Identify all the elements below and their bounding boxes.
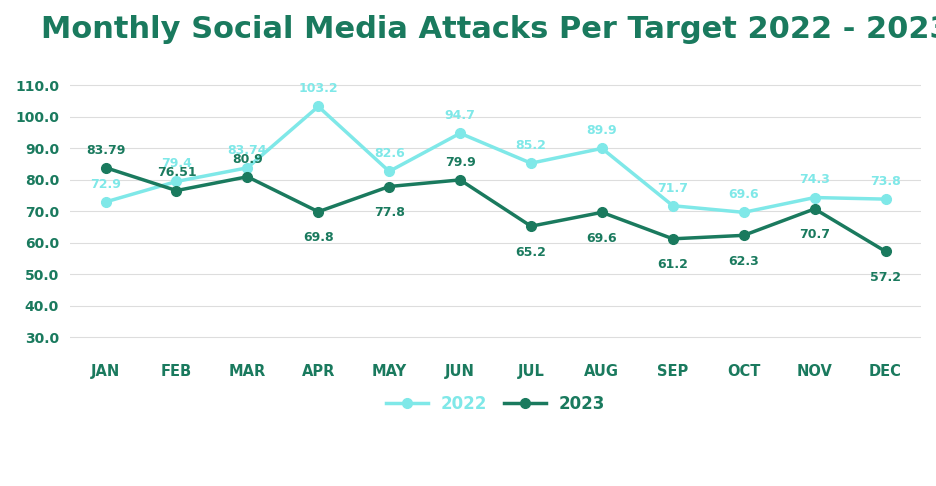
Text: 103.2: 103.2: [299, 82, 338, 95]
Line: 2023: 2023: [101, 163, 890, 256]
Text: 77.8: 77.8: [373, 206, 404, 219]
2023: [667, 236, 679, 242]
2023: [455, 177, 466, 183]
2022: [525, 160, 536, 166]
Text: 89.9: 89.9: [587, 124, 617, 137]
2022: [667, 203, 679, 208]
Legend: 2022, 2023: 2022, 2023: [379, 389, 612, 420]
Text: 83.74: 83.74: [227, 144, 267, 156]
2022: [313, 104, 324, 109]
2022: [384, 169, 395, 174]
Text: 83.79: 83.79: [86, 143, 125, 156]
Text: 80.9: 80.9: [232, 153, 263, 166]
Text: 74.3: 74.3: [799, 174, 830, 187]
2022: [241, 165, 253, 171]
2023: [241, 174, 253, 180]
Text: 69.6: 69.6: [728, 188, 759, 201]
Text: 62.3: 62.3: [728, 255, 759, 268]
Text: 61.2: 61.2: [657, 258, 688, 271]
Text: 94.7: 94.7: [445, 109, 475, 122]
2022: [455, 130, 466, 136]
2023: [596, 209, 607, 215]
2023: [880, 248, 891, 254]
Text: 57.2: 57.2: [870, 271, 901, 284]
Text: 82.6: 82.6: [373, 147, 404, 160]
2023: [313, 209, 324, 215]
2023: [171, 188, 183, 193]
2023: [525, 223, 536, 229]
2022: [880, 196, 891, 202]
2023: [100, 165, 111, 171]
2023: [384, 184, 395, 190]
Text: 72.9: 72.9: [90, 178, 121, 191]
2022: [809, 194, 820, 200]
2022: [596, 145, 607, 151]
Text: 85.2: 85.2: [516, 139, 547, 152]
Line: 2022: 2022: [101, 102, 890, 217]
2022: [100, 199, 111, 205]
Text: 70.7: 70.7: [799, 228, 830, 242]
Text: 76.51: 76.51: [156, 167, 197, 179]
Text: 71.7: 71.7: [657, 182, 688, 194]
Text: 73.8: 73.8: [870, 175, 901, 188]
Text: 69.6: 69.6: [587, 232, 617, 245]
2022: [171, 178, 183, 184]
2023: [739, 232, 750, 238]
2022: [739, 209, 750, 215]
Text: 65.2: 65.2: [516, 245, 547, 259]
Text: 79.9: 79.9: [445, 156, 475, 169]
Text: 69.8: 69.8: [303, 231, 333, 244]
Text: 79.4: 79.4: [161, 157, 192, 171]
2023: [809, 206, 820, 212]
Title: Monthly Social Media Attacks Per Target 2022 - 2023: Monthly Social Media Attacks Per Target …: [41, 15, 936, 44]
